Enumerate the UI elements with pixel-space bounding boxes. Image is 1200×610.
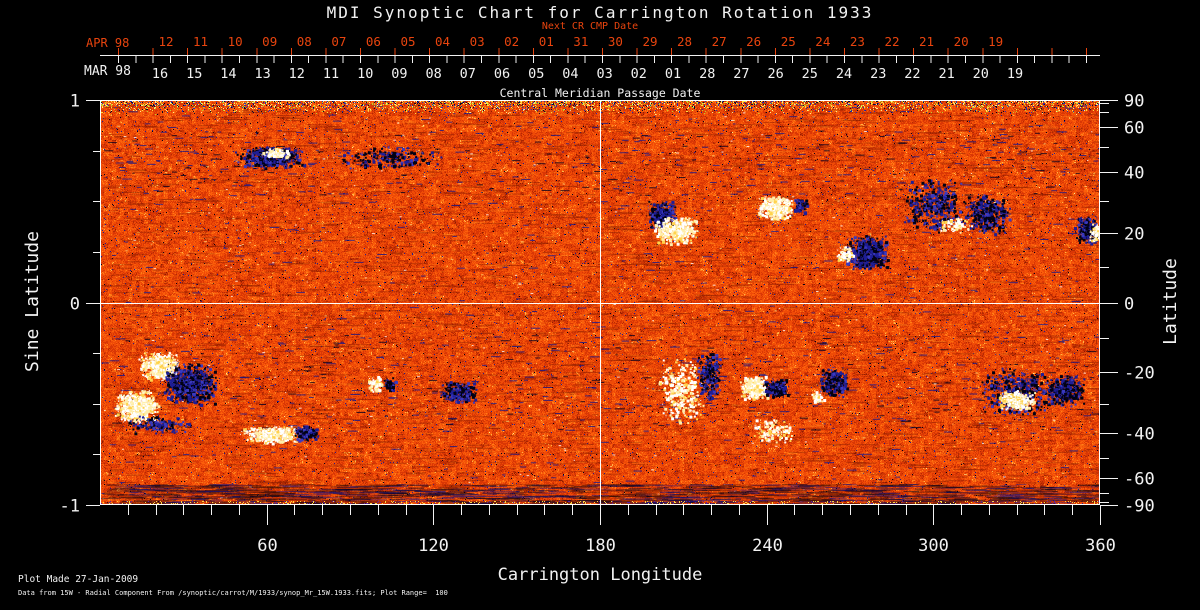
cmp-day-label: 06 [494,66,510,82]
cmp-day-label: 21 [938,66,954,82]
cmp-day-label: 19 [1007,66,1023,82]
cmp-day-label: 13 [254,66,270,82]
longitude-tick-label: 300 [918,536,949,556]
next-cr-day-label: 19 [988,34,1003,49]
next-cr-day-label: 03 [470,34,485,49]
cmp-day-label: 27 [733,66,749,82]
cmp-day-label: 10 [357,66,373,82]
next-cr-day-label: 04 [435,34,450,49]
cmp-day-label: 15 [186,66,202,82]
cmp-day-label: 05 [528,66,544,82]
cmp-day-label: 02 [631,66,647,82]
cmp-day-label: 14 [220,66,236,82]
latitude-tick-label: -90 [1124,497,1155,517]
cmp-month-label: MAR 98 [84,64,131,79]
cmp-day-label: 11 [323,66,339,82]
cmp-axis-title: Central Meridian Passage Date [499,86,701,100]
next-cr-day-label: 27 [712,34,727,49]
cmp-day-label: 12 [289,66,305,82]
sine-latitude-tick-label: 0 [70,295,80,315]
next-cr-day-label: 11 [193,34,208,49]
latitude-tick-label: -60 [1124,470,1155,490]
next-cr-day-label: 29 [642,34,657,49]
next-cr-day-label: 20 [954,34,969,49]
cmp-day-label: 28 [699,66,715,82]
next-cr-day-label: 28 [677,34,692,49]
next-cr-day-label: 22 [884,34,899,49]
next-cr-day-label: 08 [297,34,312,49]
next-cr-day-label: 05 [400,34,415,49]
cmp-day-label: 25 [802,66,818,82]
plot-made-note: Plot Made 27-Jan-2009 [18,574,139,585]
cmp-day-label: 07 [460,66,476,82]
latitude-axis-label: Latitude [1160,258,1181,345]
cmp-day-label: 03 [596,66,612,82]
cmp-day-label: 24 [836,66,852,82]
next-cr-day-label: 12 [158,34,173,49]
cmp-day-label: 26 [767,66,783,82]
next-month-label: APR 98 [86,36,130,50]
synoptic-magnetogram-canvas [100,100,1100,505]
sine-latitude-tick-label: 1 [70,92,80,112]
next-cr-day-label: 02 [504,34,519,49]
next-cr-day-label: 30 [608,34,623,49]
cmp-day-label: 20 [973,66,989,82]
latitude-tick-label: 60 [1124,119,1144,139]
chart-title: MDI Synoptic Chart for Carrington Rotati… [326,3,874,22]
next-cr-day-label: 09 [262,34,277,49]
latitude-tick-label: 20 [1124,225,1144,245]
longitude-tick-label: 180 [585,536,616,556]
latitude-tick-label: 40 [1124,164,1144,184]
data-source-note: Data from 15W - Radial Component From /s… [18,589,448,597]
next-cr-day-label: 06 [366,34,381,49]
next-cr-day-label: 25 [781,34,796,49]
next-cr-day-label: 07 [331,34,346,49]
latitude-tick-label: 0 [1124,295,1134,315]
latitude-tick-label: -40 [1124,425,1155,445]
plot-frame [100,100,1100,505]
next-cr-day-label: 21 [919,34,934,49]
cmp-day-label: 23 [870,66,886,82]
next-cr-day-label: 31 [573,34,588,49]
sine-latitude-tick-label: -1 [60,497,80,517]
latitude-tick-label: -20 [1124,364,1155,384]
sine-latitude-axis-label: Sine Latitude [22,231,43,372]
longitude-tick-label: 60 [257,536,277,556]
longitude-tick-label: 240 [752,536,783,556]
cmp-day-label: 09 [391,66,407,82]
next-cr-day-label: 24 [815,34,830,49]
cmp-day-label: 04 [562,66,578,82]
cmp-day-label: 01 [665,66,681,82]
longitude-tick-label: 360 [1085,536,1116,556]
next-cr-day-label: 01 [539,34,554,49]
next-cr-cmp-date-label: Next CR CMP Date [541,21,639,32]
next-cr-day-label: 10 [228,34,243,49]
cmp-day-label: 22 [904,66,920,82]
latitude-tick-label: 90 [1124,92,1144,112]
longitude-tick-label: 120 [418,536,449,556]
cmp-day-label: 16 [152,66,168,82]
next-cr-day-label: 23 [850,34,865,49]
cmp-day-label: 08 [425,66,441,82]
carrington-longitude-axis-label: Carrington Longitude [497,565,703,585]
next-cr-day-label: 26 [746,34,761,49]
